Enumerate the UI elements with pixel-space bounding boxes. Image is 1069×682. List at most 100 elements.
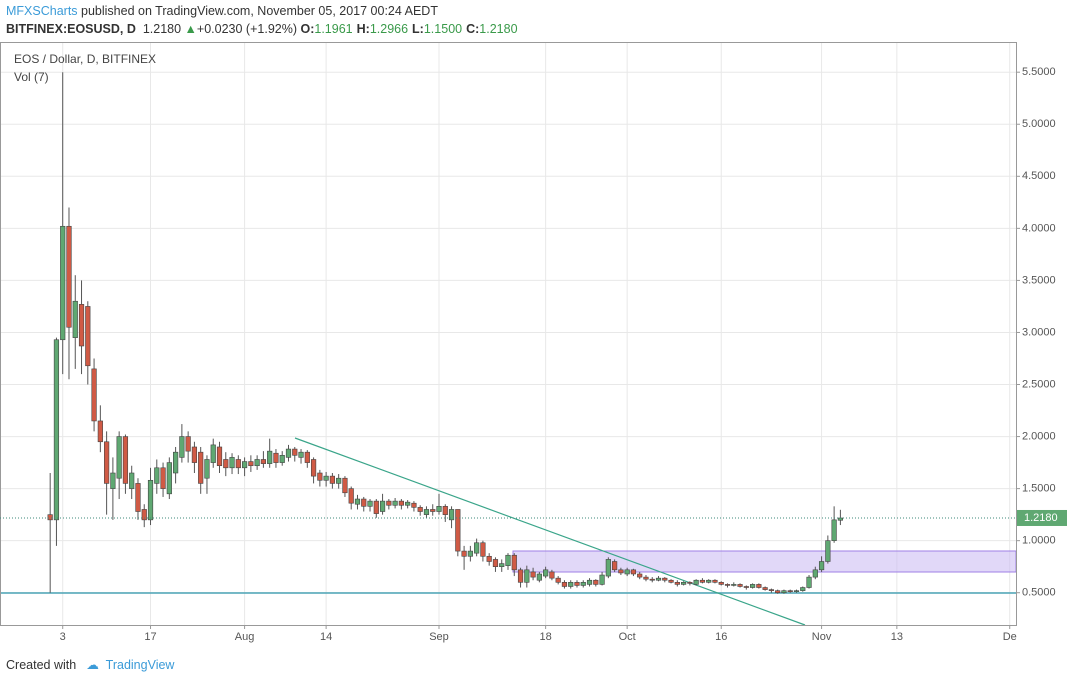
price: 1.2180 bbox=[142, 22, 182, 36]
candle-body bbox=[336, 477, 342, 484]
candle-body bbox=[787, 590, 793, 592]
candle-body bbox=[812, 569, 818, 578]
candle-body bbox=[304, 451, 310, 463]
candle-body bbox=[762, 587, 768, 590]
candle-body bbox=[430, 509, 436, 512]
candle-body bbox=[712, 579, 718, 583]
candle-body bbox=[630, 569, 637, 575]
candle-body bbox=[191, 446, 198, 463]
candle-body bbox=[568, 582, 574, 587]
ohlc-value: 1.2966 bbox=[369, 22, 409, 36]
candle-body bbox=[649, 578, 655, 581]
candle-body bbox=[373, 500, 379, 514]
x-tick-label: 3 bbox=[60, 631, 66, 643]
candle-body bbox=[85, 306, 91, 367]
candle-body bbox=[66, 225, 72, 328]
candle-body bbox=[97, 420, 103, 443]
candle-body bbox=[743, 586, 749, 588]
candle-body bbox=[674, 582, 680, 585]
candle-body bbox=[173, 451, 179, 474]
candle-body bbox=[298, 451, 304, 458]
candle-body bbox=[185, 436, 191, 452]
candle-body bbox=[637, 573, 643, 578]
symbol: BITFINEX:EOSUSD, D bbox=[6, 22, 136, 36]
candle-body bbox=[505, 554, 511, 566]
candle-body bbox=[781, 590, 787, 594]
x-tick-label: Nov bbox=[812, 631, 832, 643]
candle-body bbox=[398, 500, 404, 506]
candle-body bbox=[417, 507, 423, 512]
chart-title: EOS / Dollar, D, BITFINEX bbox=[14, 52, 156, 66]
symbol-line: BITFINEX:EOSUSD, D 1.2180 ▲+0.0230 (+1.9… bbox=[6, 22, 522, 36]
candle-body bbox=[248, 461, 254, 467]
author[interactable]: MFXSCharts bbox=[6, 4, 78, 18]
candle-body bbox=[624, 569, 630, 575]
candle-body bbox=[448, 509, 455, 521]
candle-body bbox=[455, 509, 461, 552]
candle-body bbox=[511, 554, 517, 571]
candle-body bbox=[147, 479, 154, 521]
y-tick-label: 5.0000 bbox=[1022, 118, 1056, 130]
x-tick-label: 14 bbox=[320, 631, 332, 643]
candle-body bbox=[72, 300, 78, 338]
candle-body bbox=[486, 555, 492, 562]
candle-body bbox=[693, 579, 699, 585]
x-tick-label: De bbox=[1003, 631, 1017, 643]
candle-body bbox=[405, 501, 411, 506]
last-price-label: 1.2180 bbox=[1024, 512, 1058, 524]
last-price-box bbox=[1017, 509, 1067, 526]
ohlc-value: 1.1961 bbox=[314, 22, 353, 36]
candle-body bbox=[555, 577, 561, 583]
candle-body bbox=[768, 589, 775, 591]
candle-body bbox=[216, 446, 223, 467]
candle-body bbox=[549, 571, 555, 579]
candle-body bbox=[474, 542, 480, 554]
candle-body bbox=[60, 225, 66, 341]
candle-body bbox=[806, 576, 812, 588]
candle-body bbox=[47, 514, 53, 521]
x-tick-label: Sep bbox=[429, 631, 449, 643]
candle-body bbox=[818, 561, 825, 571]
candle-body bbox=[78, 304, 85, 347]
candle-body bbox=[586, 579, 593, 585]
candle-body bbox=[681, 582, 687, 585]
candle-body bbox=[423, 509, 430, 515]
candle-body bbox=[612, 561, 618, 571]
x-tick-label: Oct bbox=[619, 631, 636, 643]
ohlc-key: L: bbox=[412, 22, 424, 36]
candle-body bbox=[292, 448, 298, 456]
candle-body bbox=[260, 459, 267, 464]
candle-body bbox=[122, 436, 129, 484]
y-tick-label: 3.0000 bbox=[1022, 326, 1056, 338]
candle-body bbox=[749, 584, 756, 588]
candle-body bbox=[198, 451, 204, 484]
candle-body bbox=[273, 452, 279, 463]
candle-body bbox=[668, 579, 674, 583]
volume-label: Vol (7) bbox=[14, 70, 49, 84]
candle-body bbox=[229, 457, 235, 469]
brand[interactable]: TradingView bbox=[105, 658, 175, 672]
x-tick-label: Aug bbox=[235, 631, 255, 643]
candle-body bbox=[285, 448, 292, 458]
candle-body bbox=[793, 590, 800, 592]
candle-body bbox=[329, 475, 335, 484]
candle-body bbox=[204, 459, 210, 479]
candle-body bbox=[580, 582, 586, 586]
candle-body bbox=[392, 500, 398, 506]
candle-body bbox=[718, 582, 724, 585]
candle-body bbox=[599, 574, 605, 585]
candle-body bbox=[166, 462, 172, 495]
candle-body bbox=[662, 577, 668, 581]
y-tick-label: 1.0000 bbox=[1022, 535, 1056, 547]
candle-body bbox=[367, 500, 373, 507]
candle-body bbox=[825, 540, 831, 562]
y-tick-label: 2.5000 bbox=[1022, 378, 1056, 390]
footer: Created with ☁ TradingView bbox=[6, 657, 174, 672]
candle-body bbox=[110, 472, 116, 489]
candle-body bbox=[543, 569, 549, 577]
candle-body bbox=[561, 582, 568, 587]
change: +0.0230 (+1.92%) bbox=[196, 22, 297, 36]
candle-body bbox=[499, 563, 505, 567]
